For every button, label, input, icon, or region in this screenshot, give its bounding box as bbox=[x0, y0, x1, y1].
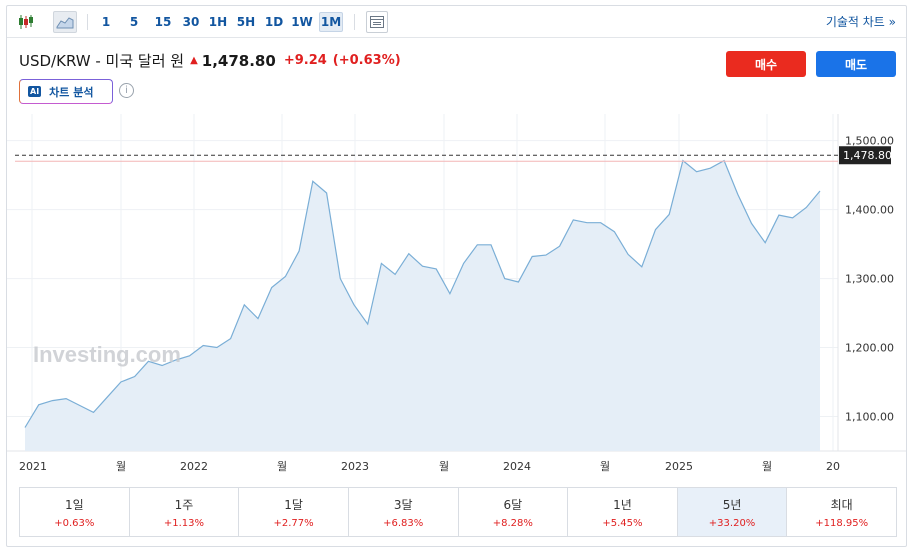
period-label: 1주 bbox=[174, 497, 194, 512]
period-5y[interactable]: 5년 +33.20% bbox=[677, 488, 788, 536]
y-tick-label: 1,400.00 bbox=[845, 204, 894, 217]
period-change: +5.45% bbox=[602, 517, 643, 529]
y-tick-label: 1,500.00 bbox=[845, 135, 894, 148]
period-label: 6달 bbox=[503, 497, 523, 512]
price-line bbox=[24, 159, 821, 428]
x-tick-label: 20 bbox=[826, 460, 840, 473]
period-1y[interactable]: 1년 +5.45% bbox=[568, 488, 678, 536]
x-tick-label: 월 bbox=[277, 460, 287, 473]
price-chart[interactable]: 2021 월 2022 월 2023 월 2024 월 2025 월 20 1,100.00 1,20… bbox=[7, 114, 906, 476]
last-price-box bbox=[839, 146, 891, 165]
period-6m[interactable]: 6달 +8.28% bbox=[459, 488, 569, 536]
timeframe-5h[interactable]: 5H bbox=[236, 15, 256, 29]
period-label: 최대 bbox=[830, 497, 853, 512]
ai-chart-analysis-button[interactable]: AI 차트 분석 bbox=[19, 79, 113, 104]
x-tick-label: 2025 bbox=[665, 460, 693, 473]
period-change: +0.63% bbox=[54, 517, 95, 529]
price-area bbox=[25, 160, 820, 451]
candlestick-icon[interactable] bbox=[15, 11, 37, 33]
toolbar-separator bbox=[354, 14, 355, 30]
x-tick-label: 2023 bbox=[341, 460, 369, 473]
period-max[interactable]: 최대 +118.95% bbox=[787, 488, 896, 536]
technical-chart-link[interactable]: 기술적 차트 » bbox=[825, 15, 896, 29]
ai-icon: AI bbox=[28, 86, 42, 97]
period-change: +6.83% bbox=[383, 517, 424, 529]
period-change: +2.77% bbox=[273, 517, 314, 529]
chart-widget: 1 5 15 30 1H 5H 1D 1W 1M 기술적 차트 » USD/KR… bbox=[6, 5, 907, 547]
price-chart-svg: 2021 월 2022 월 2023 월 2024 월 2025 월 20 1,100.00 1,20… bbox=[7, 114, 906, 473]
x-tick-label: 월 bbox=[762, 460, 772, 473]
period-1d[interactable]: 1일 +0.63% bbox=[20, 488, 130, 536]
period-label: 1일 bbox=[64, 497, 84, 512]
timeframe-1w[interactable]: 1W bbox=[291, 15, 313, 29]
period-label: 3달 bbox=[393, 497, 413, 512]
period-performance-table: 1일 +0.63% 1주 +1.13% 1달 +2.77% 3달 +6.83% … bbox=[19, 487, 897, 537]
chart-toolbar: 1 5 15 30 1H 5H 1D 1W 1M 기술적 차트 » bbox=[7, 6, 906, 38]
timeframe-1d[interactable]: 1D bbox=[264, 15, 284, 29]
last-price-label: 1,478.80 bbox=[843, 149, 892, 162]
price-change: +9.24 bbox=[283, 53, 327, 68]
timeframe-5[interactable]: 5 bbox=[129, 15, 139, 29]
toolbar-separator bbox=[87, 14, 88, 30]
x-tick-label: 월 bbox=[600, 460, 610, 473]
period-label: 1년 bbox=[613, 497, 632, 512]
instrument-header: USD/KRW - 미국 달러 원 ▲ 1,478.80 +9.24 (+0.6… bbox=[19, 50, 401, 71]
timeframe-1[interactable]: 1 bbox=[101, 15, 111, 29]
investing-watermark: Investing.com bbox=[33, 342, 181, 367]
buy-button[interactable]: 매수 bbox=[726, 51, 806, 77]
y-tick-label: 1,100.00 bbox=[845, 411, 894, 424]
timeframe-1m[interactable]: 1M bbox=[319, 12, 343, 32]
timeframe-15[interactable]: 15 bbox=[154, 15, 172, 29]
period-change: +33.20% bbox=[708, 517, 756, 529]
x-tick-label: 월 bbox=[116, 460, 126, 473]
period-change: +8.28% bbox=[492, 517, 533, 529]
x-tick-label: 월 bbox=[439, 460, 449, 473]
period-3m[interactable]: 3달 +6.83% bbox=[349, 488, 459, 536]
area-chart-icon[interactable] bbox=[53, 11, 77, 33]
instrument-name: USD/KRW - 미국 달러 원 bbox=[19, 52, 185, 70]
last-price: 1,478.80 bbox=[201, 51, 276, 70]
up-arrow-icon: ▲ bbox=[190, 55, 198, 66]
period-1m[interactable]: 1달 +2.77% bbox=[239, 488, 349, 536]
layout-icon[interactable] bbox=[366, 11, 388, 33]
info-icon[interactable]: i bbox=[119, 83, 134, 98]
period-change: +1.13% bbox=[163, 517, 205, 529]
y-tick-label: 1,200.00 bbox=[845, 342, 894, 355]
period-label: 5년 bbox=[722, 497, 742, 512]
ai-chart-analysis-label: 차트 분석 bbox=[49, 85, 94, 99]
y-tick-label: 1,300.00 bbox=[845, 273, 894, 286]
x-tick-label: 2021 bbox=[19, 460, 47, 473]
timeframe-30[interactable]: 30 bbox=[182, 15, 200, 29]
x-tick-label: 2024 bbox=[503, 460, 531, 473]
period-change: +118.95% bbox=[815, 517, 869, 529]
price-change-percent: (+0.63%) bbox=[332, 53, 401, 68]
timeframe-1h[interactable]: 1H bbox=[208, 15, 228, 29]
period-1w[interactable]: 1주 +1.13% bbox=[130, 488, 240, 536]
sell-button[interactable]: 매도 bbox=[816, 51, 896, 77]
period-label: 1달 bbox=[284, 497, 303, 512]
x-tick-label: 2022 bbox=[180, 460, 208, 473]
